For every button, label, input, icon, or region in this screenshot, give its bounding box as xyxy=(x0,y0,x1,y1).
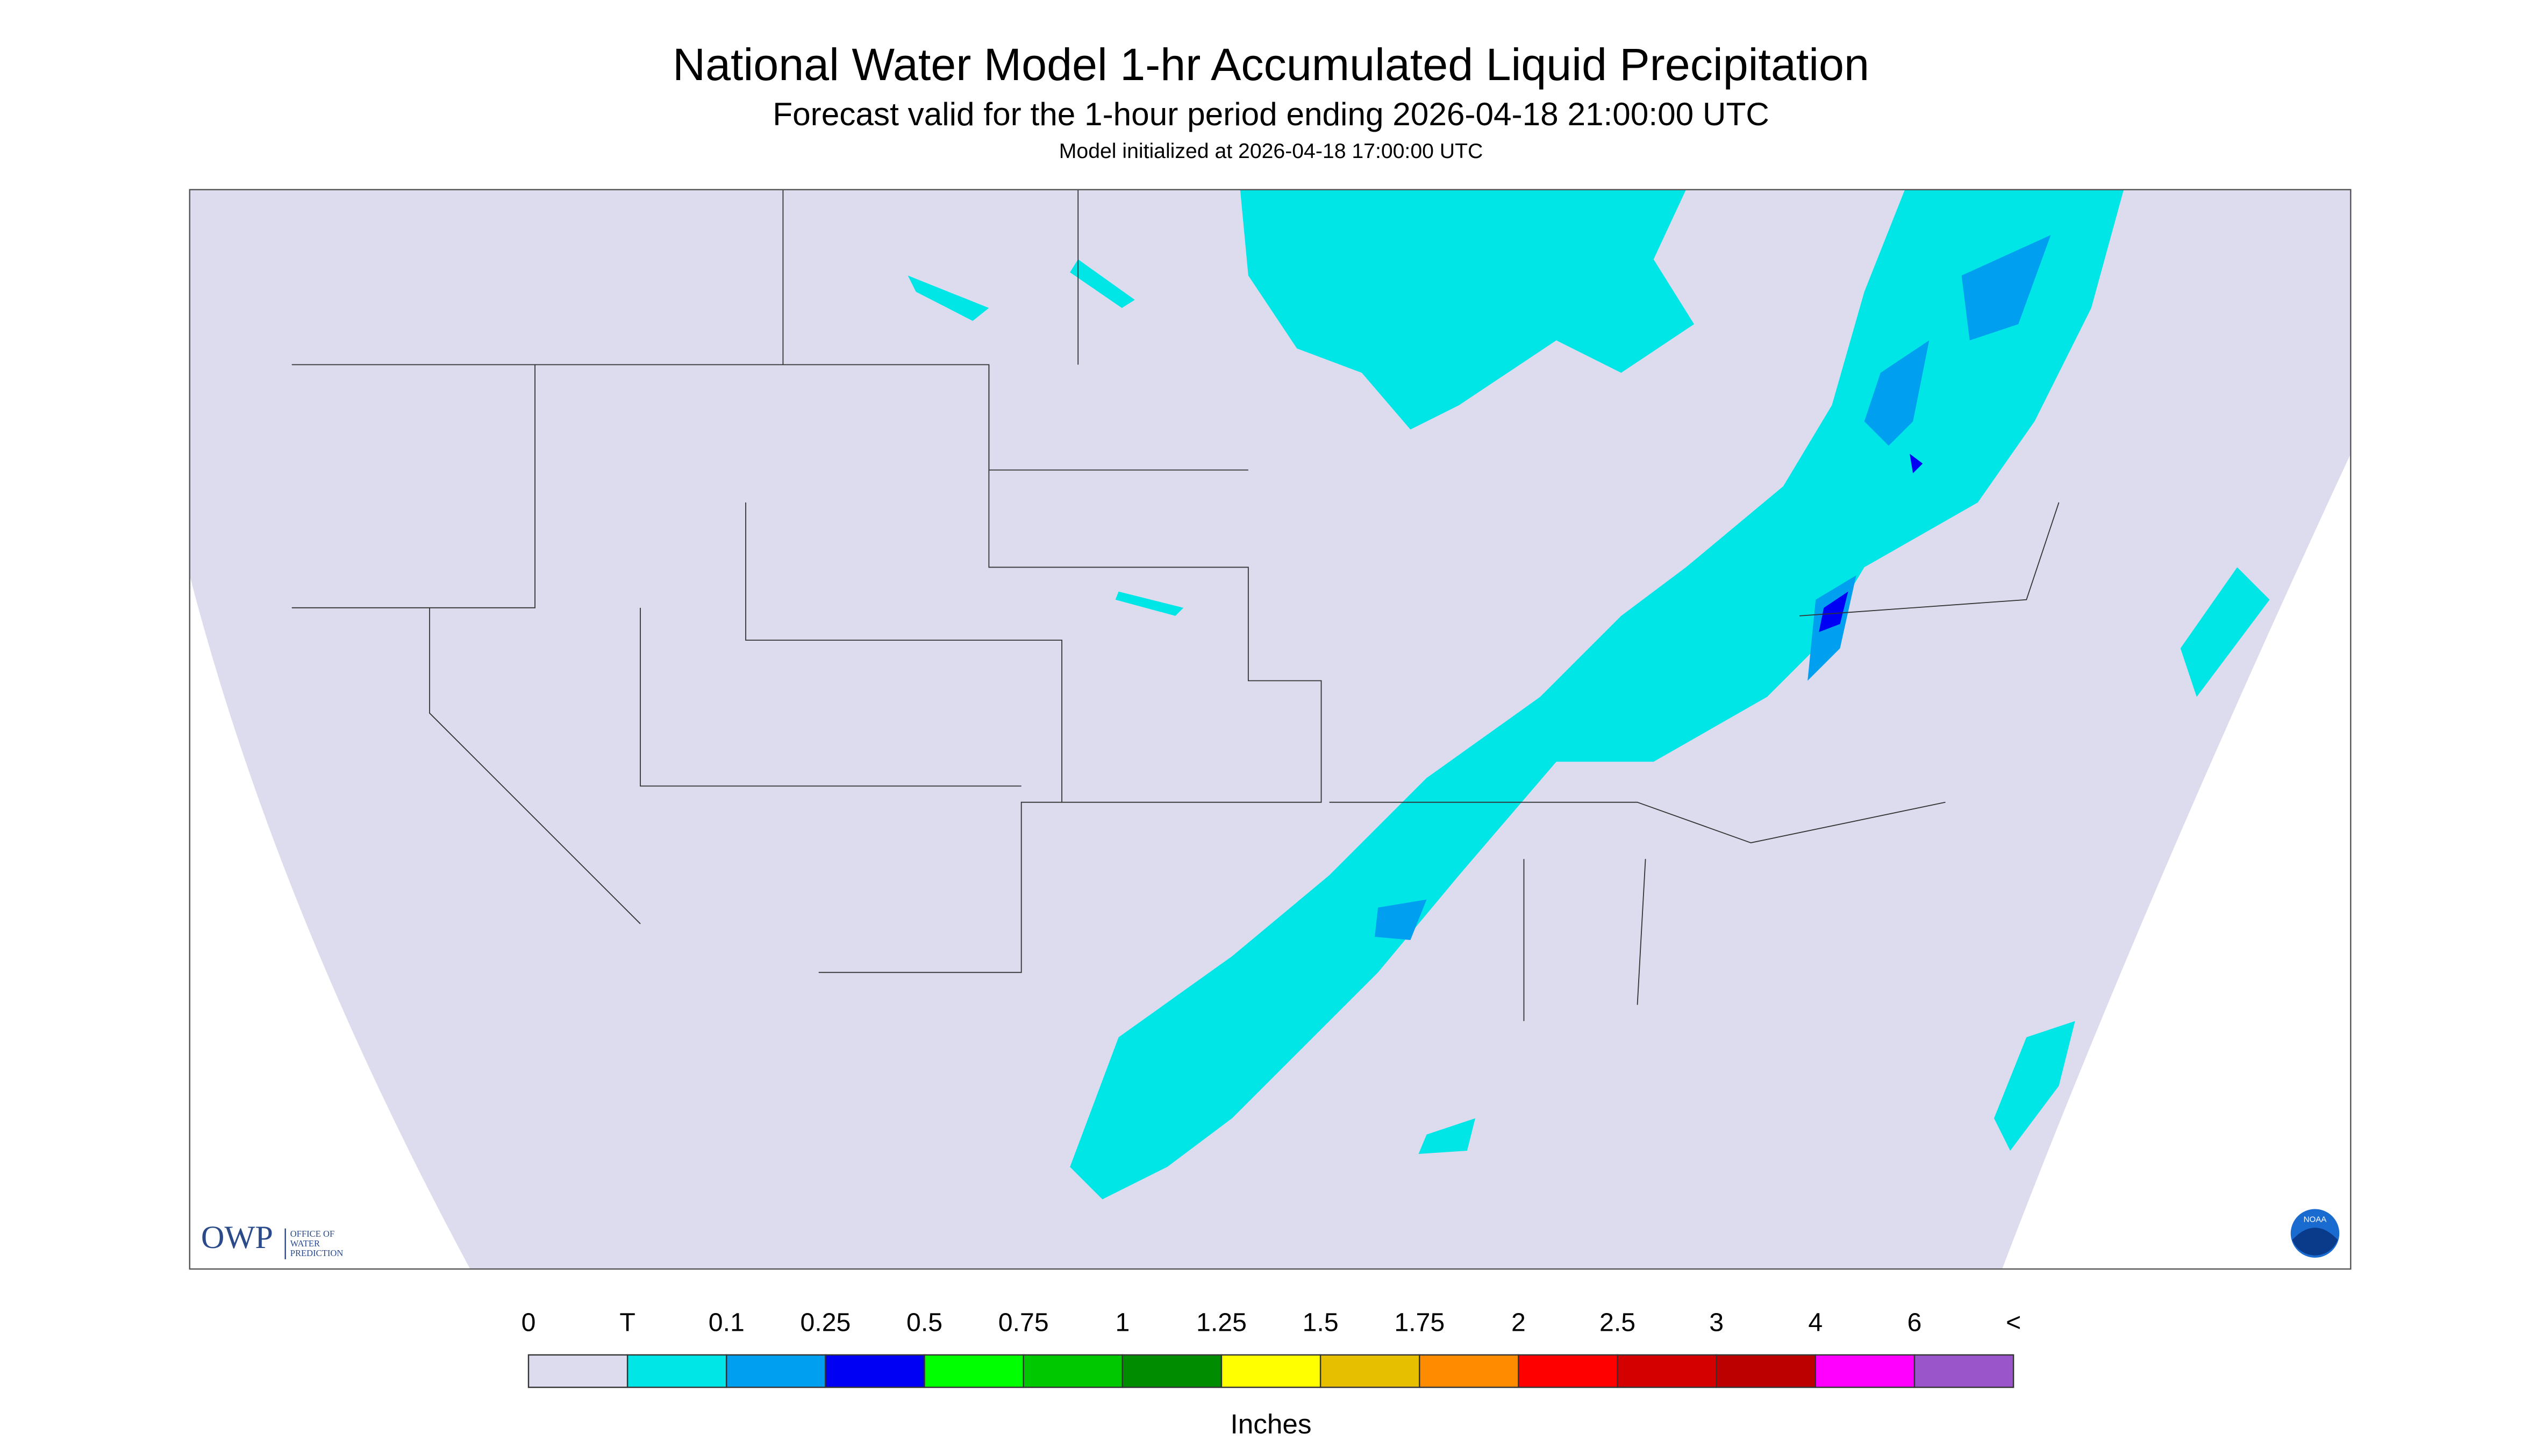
legend-label: 0.5 xyxy=(906,1308,942,1337)
legend-label: 4 xyxy=(1808,1308,1823,1337)
legend-swatch xyxy=(1319,1354,1420,1388)
owp-logo-line: OFFICE OF xyxy=(290,1229,334,1239)
boundaries xyxy=(291,189,2060,1021)
legend-unit: Inches xyxy=(1231,1409,1312,1439)
legend-swatch xyxy=(1419,1354,1519,1388)
legend-label: 0.25 xyxy=(800,1308,851,1337)
legend-swatch xyxy=(1121,1354,1223,1388)
legend-swatch xyxy=(1814,1354,1916,1388)
noaa-logo-text: NOAA xyxy=(2304,1215,2327,1224)
legend-label: 3 xyxy=(1709,1308,1724,1337)
owp-logo-line: PREDICTION xyxy=(290,1248,344,1258)
legend-label: T xyxy=(619,1308,635,1337)
legend-label: 1.75 xyxy=(1394,1308,1445,1337)
map-frame xyxy=(189,189,2352,1270)
legend-swatch xyxy=(1913,1354,2014,1388)
legend-label: 0.75 xyxy=(998,1308,1049,1337)
legend-label: < xyxy=(2006,1308,2021,1337)
legend-label: 1.25 xyxy=(1196,1308,1247,1337)
legend-swatch xyxy=(726,1354,826,1388)
legend-label: 0 xyxy=(521,1308,536,1337)
legend-swatch xyxy=(1220,1354,1321,1388)
legend-swatch xyxy=(1716,1354,1817,1388)
owp-logo: OWP xyxy=(201,1220,273,1256)
legend-swatch xyxy=(924,1354,1024,1388)
legend-label: 2.5 xyxy=(1599,1308,1635,1337)
legend-swatch xyxy=(825,1354,925,1388)
legend-swatch xyxy=(626,1354,727,1388)
legend-label: 2 xyxy=(1511,1308,1526,1337)
legend-swatch xyxy=(1023,1354,1124,1388)
legend-label: 0.1 xyxy=(709,1308,745,1337)
noaa-logo-wave xyxy=(2292,1228,2338,1256)
precip-heavy xyxy=(1819,454,1923,633)
precip-light xyxy=(908,189,2270,1200)
legend-swatch xyxy=(1617,1354,1717,1388)
legend-swatch xyxy=(1518,1354,1618,1388)
subtitle: Forecast valid for the 1-hour period end… xyxy=(773,96,1769,132)
legend-label: 6 xyxy=(1908,1308,1922,1337)
legend-label: 1.5 xyxy=(1303,1308,1339,1337)
legend-label: 1 xyxy=(1115,1308,1130,1337)
title: National Water Model 1-hr Accumulated Li… xyxy=(673,39,1869,90)
map: OWP OFFICE OF WATER PREDICTION NOAA xyxy=(189,189,2352,1270)
legend-swatch xyxy=(527,1354,628,1388)
owp-logo-line: WATER xyxy=(290,1238,320,1249)
init-time: Model initialized at 2026-04-18 17:00:00… xyxy=(1059,140,1483,163)
legend: 0 T 0.1 0.25 0.5 0.75 1 1.25 1.5 1.75 2 2.5 3 4 6 < xyxy=(521,1308,2021,1388)
